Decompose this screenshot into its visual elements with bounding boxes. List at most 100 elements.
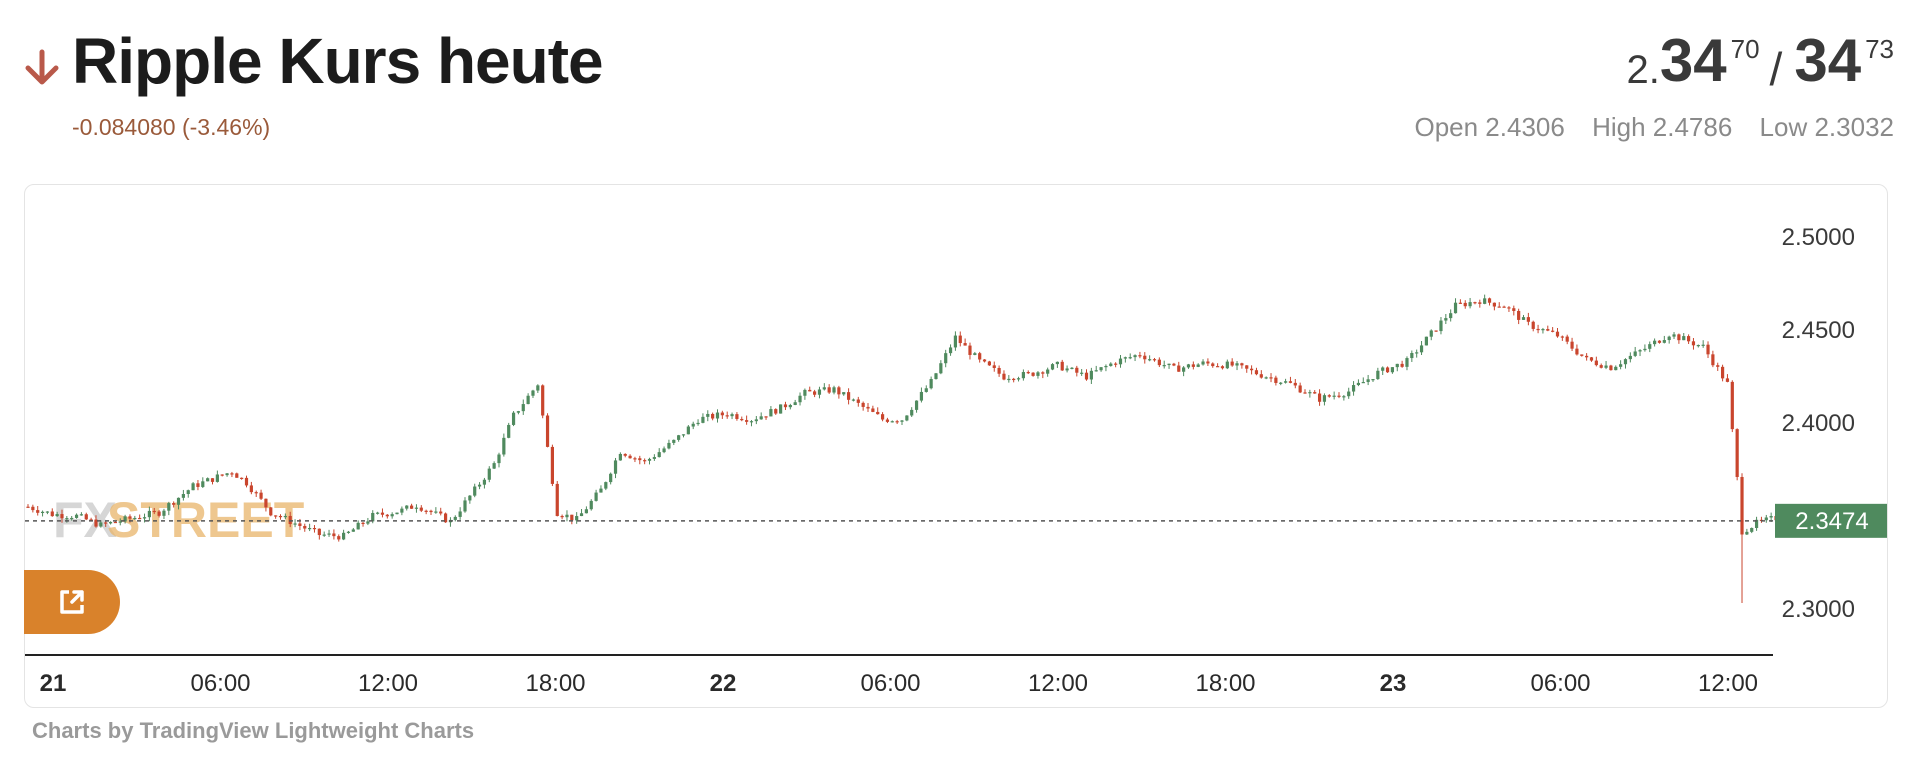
candle-body (1381, 367, 1385, 371)
candle-body (1089, 370, 1093, 380)
candle-body (550, 446, 554, 484)
ask-fraction: 73 (1865, 34, 1894, 64)
candle-body (589, 500, 593, 510)
candle-body (745, 420, 749, 422)
candlestick-chart[interactable]: FX STREET 2.5000 2.4500 2.4000 2.3000 21 06:… (25, 185, 1887, 707)
candle-body (1036, 372, 1040, 376)
candle-body (798, 395, 802, 403)
candle-body (570, 514, 574, 521)
candle-body (317, 528, 321, 536)
candle-body (1279, 382, 1283, 384)
candle-body (1191, 364, 1195, 367)
chart-panel[interactable]: FX STREET 2.5000 2.4500 2.4000 2.3000 21 06:… (24, 184, 1888, 708)
candle-body (1754, 519, 1759, 529)
candle-body (351, 529, 355, 532)
candle-body (1415, 352, 1419, 354)
candle-body (1672, 334, 1676, 337)
candle-body (817, 389, 822, 395)
candle-body (172, 503, 176, 505)
x-tick-label: 12:00 (358, 670, 418, 697)
candle-body (152, 510, 156, 513)
candle-body (842, 392, 846, 395)
candle-body (1725, 378, 1730, 382)
candle-body (1677, 334, 1681, 341)
candle-body (987, 361, 991, 366)
candle-body (1016, 378, 1021, 380)
candle-body (609, 473, 613, 483)
bid-prefix: 2. (1626, 48, 1660, 92)
candle-body (711, 413, 715, 419)
candle-body (793, 402, 797, 406)
last-price-text: 2.3474 (1795, 508, 1868, 535)
candle-body (623, 453, 627, 456)
candle-body (1745, 531, 1749, 535)
candle-body (1444, 318, 1448, 321)
candle-body (905, 415, 909, 421)
candle-body (1167, 363, 1171, 366)
candle-body (1385, 367, 1390, 373)
candle-body (725, 415, 729, 417)
candle-body (672, 439, 676, 443)
candle-body (1492, 302, 1496, 307)
candle-body (99, 522, 103, 527)
candle-body (1405, 358, 1409, 367)
fxstreet-watermark: FX STREET (53, 492, 304, 548)
x-tick-label: 21 (40, 670, 67, 697)
candle-body (380, 512, 385, 515)
candle-body (40, 511, 45, 514)
candle-body (147, 510, 151, 518)
candle-body (1303, 392, 1307, 394)
candle-body (871, 408, 875, 412)
candle-body (1638, 350, 1642, 352)
candle-body (900, 420, 904, 422)
candle-body (1250, 368, 1254, 371)
bid-fraction: 70 (1730, 34, 1760, 64)
candle-body (439, 511, 443, 514)
candle-body (856, 399, 860, 403)
candle-body (303, 525, 307, 529)
candle-body (1026, 372, 1030, 374)
candle-body (424, 510, 428, 512)
candle-body (1565, 336, 1569, 342)
candle-body (138, 517, 142, 520)
candle-body (701, 416, 705, 423)
candle-body (677, 435, 681, 440)
last-price-label: 2.3474 (1775, 503, 1887, 538)
candle-body (225, 473, 229, 476)
candle-body (308, 527, 312, 530)
candle-body (390, 514, 394, 517)
candle-body (104, 522, 108, 524)
candle-body (1118, 358, 1123, 365)
candle-body (26, 506, 30, 508)
candle-body (919, 391, 924, 401)
candle-body (1366, 379, 1370, 383)
candle-body (1633, 351, 1637, 356)
candle-body (1269, 377, 1273, 379)
candle-body (934, 373, 938, 380)
open-external-button[interactable] (24, 570, 120, 634)
candle-body (1575, 348, 1579, 355)
candle-body (978, 353, 982, 360)
candle-body (1351, 385, 1356, 392)
ohl-stats: Open 2.4306 High 2.4786 Low 2.3032 (1394, 112, 1894, 143)
candle-body (730, 414, 734, 417)
candle-body (866, 406, 870, 409)
candle-body (1764, 517, 1768, 521)
candle-body (1439, 320, 1443, 332)
candle-body (1449, 313, 1453, 319)
candles-group (26, 294, 1778, 604)
candle-body (1235, 363, 1239, 366)
candle-body (861, 402, 865, 407)
candle-body (735, 414, 739, 419)
candle-body (1313, 392, 1317, 394)
external-link-icon (60, 590, 84, 614)
candle-body (1274, 377, 1278, 383)
candle-body (958, 335, 962, 344)
candle-body (1526, 317, 1530, 322)
candle-body (521, 404, 525, 412)
candle-body (1012, 378, 1016, 381)
candle-body (434, 511, 438, 513)
chart-credit: Charts by TradingView Lightweight Charts (32, 718, 475, 743)
candle-body (356, 522, 360, 530)
candle-body (759, 416, 763, 420)
